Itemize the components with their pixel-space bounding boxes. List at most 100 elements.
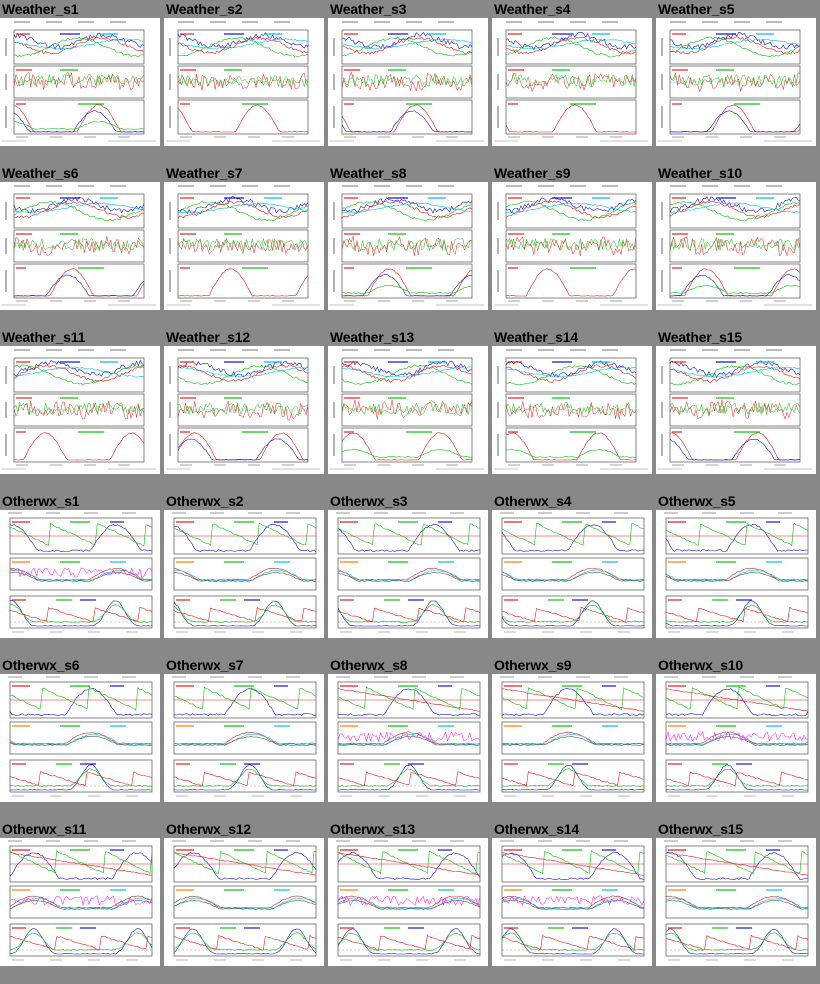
thumbnail-tile[interactable]: Weather_s15 [656,328,816,474]
thumbnail-title[interactable]: Weather_s12 [166,329,250,345]
weather-plot-thumbnail[interactable] [328,346,488,474]
thumbnail-tile[interactable]: Otherwx_s7 [164,656,324,802]
otherwx-plot-thumbnail[interactable] [0,838,160,966]
thumbnail-tile[interactable]: Weather_s14 [492,328,652,474]
thumbnail-tile[interactable]: Otherwx_s2 [164,492,324,638]
thumbnail-title[interactable]: Weather_s8 [330,165,407,181]
thumbnail-title[interactable]: Otherwx_s5 [658,493,736,509]
thumbnail-title[interactable]: Weather_s14 [494,329,578,345]
otherwx-plot-thumbnail[interactable] [164,838,324,966]
thumbnail-tile[interactable]: Otherwx_s8 [328,656,488,802]
thumbnail-title[interactable]: Otherwx_s6 [2,657,80,673]
thumbnail-tile[interactable]: Weather_s11 [0,328,160,474]
thumbnail-title[interactable]: Otherwx_s13 [330,821,415,837]
thumbnail-tile[interactable]: Otherwx_s11 [0,820,160,966]
thumbnail-tile[interactable]: Otherwx_s14 [492,820,652,966]
thumbnail-title[interactable]: Otherwx_s7 [166,657,244,673]
thumbnail-title[interactable]: Weather_s9 [494,165,571,181]
weather-plot-thumbnail[interactable] [656,18,816,146]
thumbnail-title[interactable]: Weather_s4 [494,1,571,17]
thumbnail-title[interactable]: Weather_s7 [166,165,243,181]
thumbnail-title[interactable]: Otherwx_s9 [494,657,572,673]
otherwx-plot-thumbnail[interactable] [164,510,324,638]
series-line [665,934,809,950]
thumbnail-tile[interactable]: Weather_s13 [328,328,488,474]
thumbnail-title[interactable]: Otherwx_s4 [494,493,572,509]
otherwx-plot-thumbnail[interactable] [656,674,816,802]
otherwx-plot-thumbnail[interactable] [656,510,816,638]
series-line [341,448,473,458]
thumbnail-title[interactable]: Otherwx_s1 [2,493,80,509]
weather-plot-thumbnail[interactable] [328,18,488,146]
thumbnail-tile[interactable]: Weather_s2 [164,0,324,146]
otherwx-plot-thumbnail[interactable] [0,674,160,802]
thumbnail-tile[interactable]: Weather_s10 [656,164,816,310]
otherwx-plot-thumbnail[interactable] [656,838,816,966]
thumbnail-tile[interactable]: Otherwx_s3 [328,492,488,638]
otherwx-plot-thumbnail[interactable] [328,838,488,966]
thumbnail-tile[interactable]: Weather_s4 [492,0,652,146]
weather-plot-thumbnail[interactable] [492,18,652,146]
series-line [337,603,481,623]
thumbnail-tile[interactable]: Otherwx_s6 [0,656,160,802]
weather-plot-thumbnail[interactable] [328,182,488,310]
weather-plot-thumbnail[interactable] [0,182,160,310]
otherwx-plot-thumbnail[interactable] [492,838,652,966]
thumbnail-title[interactable]: Weather_s15 [658,329,742,345]
plot-image [664,512,809,633]
otherwx-plot-thumbnail[interactable] [328,674,488,802]
weather-plot-thumbnail[interactable] [492,346,652,474]
thumbnail-tile[interactable]: Otherwx_s10 [656,656,816,802]
series-line [177,37,309,58]
thumbnail-title[interactable]: Otherwx_s3 [330,493,408,509]
otherwx-plot-thumbnail[interactable] [492,674,652,802]
thumbnail-title[interactable]: Weather_s2 [166,1,243,17]
thumbnail-tile[interactable]: Otherwx_s13 [328,820,488,966]
weather-plot-thumbnail[interactable] [656,346,816,474]
plot-panel-frame [177,427,309,463]
thumbnail-title[interactable]: Otherwx_s11 [2,821,87,837]
thumbnail-tile[interactable]: Otherwx_s15 [656,820,816,966]
weather-plot-thumbnail[interactable] [0,346,160,474]
thumbnail-title[interactable]: Weather_s5 [658,1,735,17]
thumbnail-title[interactable]: Weather_s13 [330,329,414,345]
thumbnail-title[interactable]: Otherwx_s12 [166,821,251,837]
otherwx-plot-thumbnail[interactable] [164,674,324,802]
weather-plot-thumbnail[interactable] [0,18,160,146]
thumbnail-tile[interactable]: Weather_s6 [0,164,160,310]
otherwx-plot-thumbnail[interactable] [0,510,160,638]
thumbnail-tile[interactable]: Weather_s7 [164,164,324,310]
weather-plot-thumbnail[interactable] [492,182,652,310]
thumbnail-tile[interactable]: Otherwx_s4 [492,492,652,638]
plot-panel-frame [177,263,309,299]
thumbnail-title[interactable]: Weather_s10 [658,165,742,181]
thumbnail-title[interactable]: Otherwx_s8 [330,657,408,673]
thumbnail-tile[interactable]: Weather_s1 [0,0,160,146]
thumbnail-title[interactable]: Otherwx_s14 [494,821,579,837]
weather-plot-thumbnail[interactable] [164,346,324,474]
thumbnail-title[interactable]: Weather_s1 [2,1,79,17]
otherwx-plot-thumbnail[interactable] [328,510,488,638]
thumbnail-tile[interactable]: Weather_s5 [656,0,816,146]
weather-plot-thumbnail[interactable] [656,182,816,310]
otherwx-plot-thumbnail[interactable] [492,510,652,638]
thumbnail-tile[interactable]: Weather_s12 [164,328,324,474]
series-line [505,200,637,219]
series-line [9,607,153,622]
weather-plot-thumbnail[interactable] [164,18,324,146]
thumbnail-title[interactable]: Otherwx_s2 [166,493,244,509]
thumbnail-tile[interactable]: Otherwx_s1 [0,492,160,638]
series-line [13,236,145,257]
thumbnail-tile[interactable]: Otherwx_s12 [164,820,324,966]
thumbnail-tile[interactable]: Weather_s8 [328,164,488,310]
thumbnail-tile[interactable]: Weather_s3 [328,0,488,146]
thumbnail-tile[interactable]: Otherwx_s5 [656,492,816,638]
thumbnail-tile[interactable]: Weather_s9 [492,164,652,310]
weather-plot-thumbnail[interactable] [164,182,324,310]
thumbnail-title[interactable]: Otherwx_s10 [658,657,743,673]
thumbnail-title[interactable]: Weather_s6 [2,165,79,181]
thumbnail-title[interactable]: Weather_s11 [2,329,86,345]
thumbnail-tile[interactable]: Otherwx_s9 [492,656,652,802]
thumbnail-title[interactable]: Weather_s3 [330,1,407,17]
thumbnail-title[interactable]: Otherwx_s15 [658,821,743,837]
